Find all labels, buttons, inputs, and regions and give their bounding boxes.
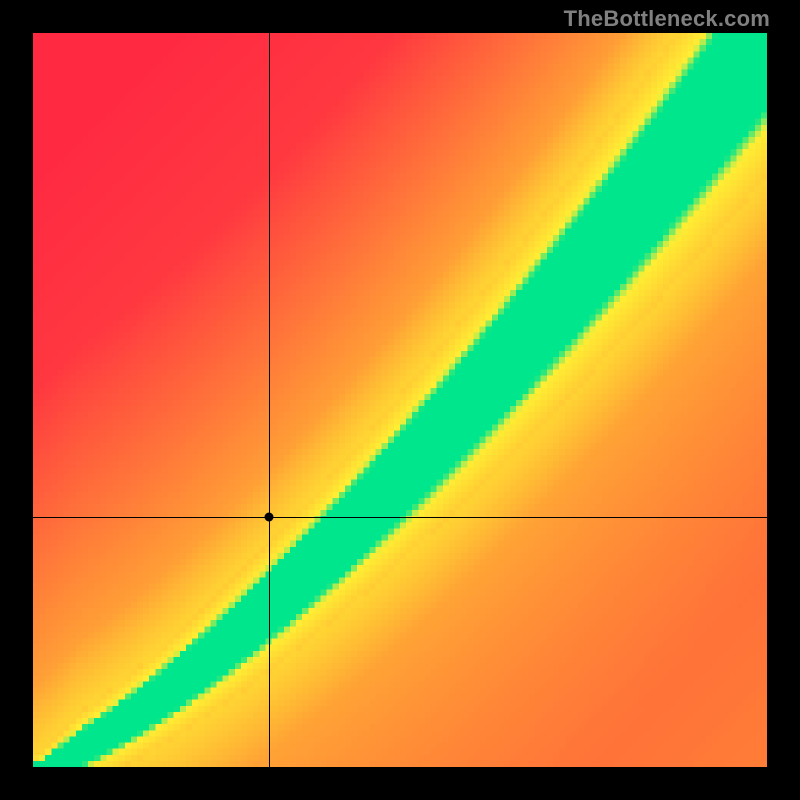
heatmap-canvas bbox=[33, 33, 767, 767]
heatmap-plot bbox=[33, 33, 767, 767]
crosshair-vertical bbox=[269, 33, 270, 767]
crosshair-marker bbox=[265, 513, 274, 522]
outer-frame: TheBottleneck.com bbox=[0, 0, 800, 800]
crosshair-horizontal bbox=[33, 517, 767, 518]
watermark-text: TheBottleneck.com bbox=[564, 6, 770, 32]
